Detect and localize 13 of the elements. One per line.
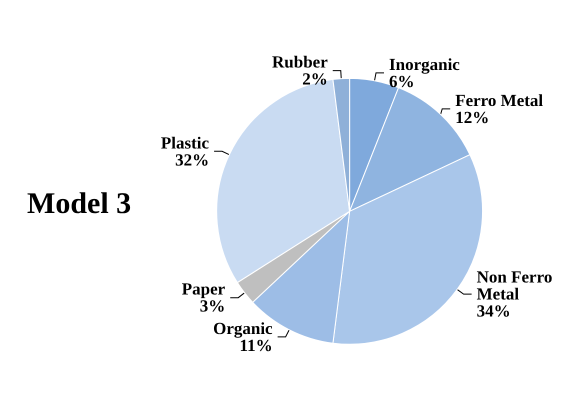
slice-label: Ferro Metal [455, 90, 544, 110]
data-label: 6% [389, 72, 415, 91]
slice-label: Organic [213, 318, 274, 338]
text: Model 3 [27, 187, 132, 220]
slice-label: Rubber [272, 52, 328, 72]
slice-label: Inorganic [389, 54, 460, 74]
data-label: 2% [302, 70, 328, 89]
data-label: 34% [476, 302, 511, 321]
data-label: 32% [175, 150, 210, 170]
slice-label: Plastic [160, 133, 210, 152]
slice-label: Paper [182, 280, 226, 299]
data-label: 12% [455, 108, 490, 127]
slice-label: Non Ferro Metal [476, 268, 557, 304]
